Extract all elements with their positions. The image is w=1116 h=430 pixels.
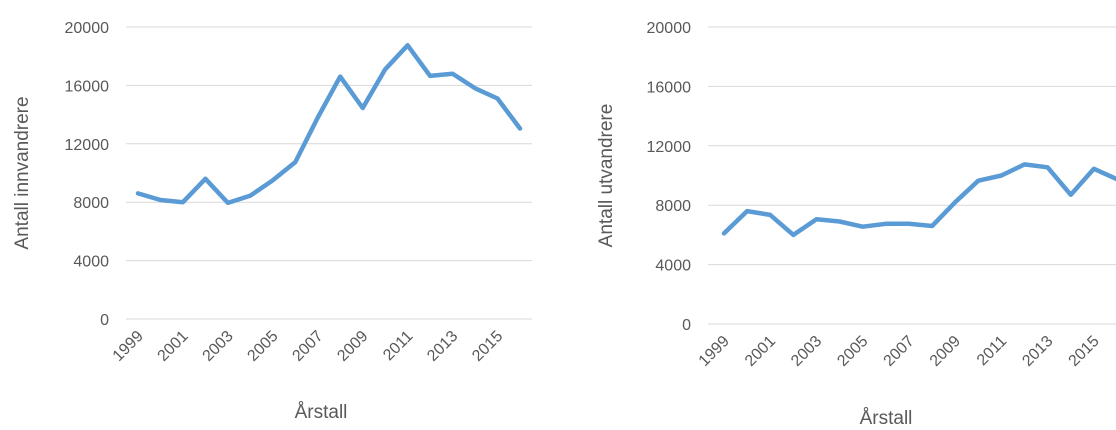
y-tick-label: 20000 [65, 20, 110, 37]
x-tick-label: 2005 [244, 328, 281, 365]
x-tick-label: 2001 [155, 328, 192, 365]
y-tick-label: 8000 [655, 198, 691, 215]
x-tick-label: 2001 [742, 333, 779, 370]
x-tick-label: 2007 [289, 328, 326, 365]
x-tick-label: 2009 [927, 333, 964, 370]
emigrants-chart: 0 4000 8000 12000 16000 20000 1999 2001 2003 2005… [596, 20, 1116, 429]
series-line [721, 162, 1116, 238]
x-tick-label: 2009 [334, 328, 371, 365]
x-tick-label: 2007 [881, 333, 918, 370]
x-tick-label: 1999 [110, 328, 147, 365]
y-tick-label: 0 [682, 317, 691, 334]
y-tick-label: 12000 [647, 139, 692, 156]
y-tick-label: 12000 [65, 137, 110, 154]
y-tick-label: 16000 [65, 78, 110, 95]
x-axis-title: Årstall [860, 408, 913, 429]
immigrants-chart: 0 4000 8000 12000 16000 20000 1999 2001 2003 2005… [12, 20, 532, 423]
x-tick-label: 2003 [788, 333, 825, 370]
x-tick-label: 2011 [380, 328, 416, 364]
x-tick-label: 2015 [1066, 333, 1103, 370]
y-axis-title: Antall innvandrere [12, 96, 33, 249]
x-tick-label: 2011 [974, 333, 1010, 369]
x-tick-label: 2013 [1019, 333, 1056, 370]
y-axis-title: Antall utvandrere [596, 104, 617, 248]
x-tick-label: 2003 [200, 328, 237, 365]
y-tick-label: 4000 [655, 258, 691, 275]
series-line [135, 43, 523, 206]
y-tick-label: 4000 [73, 254, 109, 271]
x-tick-label: 2015 [469, 328, 506, 365]
x-tick-label: 2005 [834, 333, 871, 370]
x-axis-title: Årstall [295, 402, 348, 423]
y-tick-label: 16000 [647, 79, 692, 96]
x-tick-label: 2013 [424, 328, 461, 365]
y-tick-label: 20000 [647, 20, 692, 37]
y-tick-label: 8000 [73, 195, 109, 212]
x-tick-label: 1999 [696, 333, 733, 370]
y-tick-label: 0 [100, 312, 109, 329]
